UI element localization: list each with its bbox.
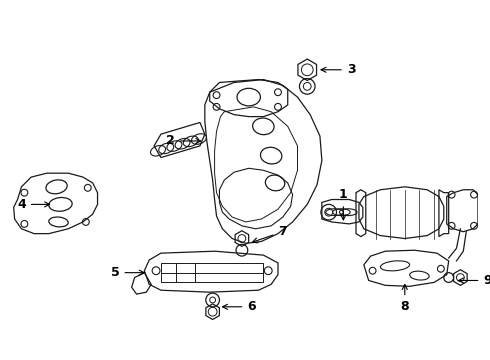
Text: 5: 5: [111, 266, 144, 279]
Text: 7: 7: [252, 225, 287, 243]
Text: 3: 3: [321, 63, 355, 76]
Text: 4: 4: [17, 198, 49, 211]
Text: 1: 1: [339, 188, 348, 220]
Text: 6: 6: [222, 300, 256, 313]
Text: 2: 2: [166, 135, 201, 148]
Text: 8: 8: [400, 284, 409, 313]
Text: 9: 9: [459, 274, 490, 287]
